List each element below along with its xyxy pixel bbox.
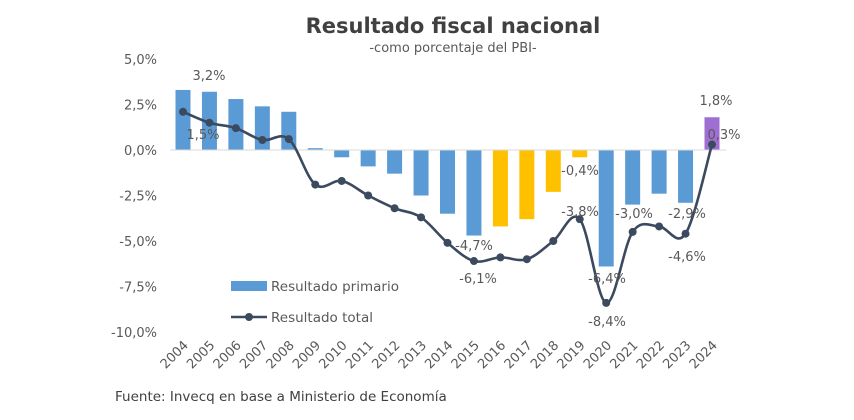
bar-2013 [413, 150, 429, 196]
data-label: -4,7% [455, 239, 493, 254]
total-point-2018 [549, 237, 558, 245]
x-tick-label: 2016 [475, 338, 509, 372]
y-tick-label: -10,0% [111, 326, 157, 341]
y-tick-label: -5,0% [119, 235, 157, 250]
x-tick-label: 2006 [211, 338, 245, 372]
bar-2014 [440, 150, 455, 214]
data-label: -4,6% [668, 250, 706, 265]
x-tick-label: 2018 [528, 338, 562, 372]
bar-2009 [307, 148, 323, 150]
total-point-2006 [231, 124, 240, 133]
y-tick-label: -2,5% [119, 190, 157, 205]
total-point-2023 [681, 229, 690, 238]
x-tick-label: 2023 [660, 338, 694, 372]
legend-line-marker [245, 313, 253, 321]
y-tick-label: 2,5% [124, 99, 157, 114]
y-tick-label: 5,0% [124, 53, 157, 68]
total-point-2024 [708, 140, 716, 149]
y-tick-label: -7,5% [119, 281, 157, 296]
total-point-2022 [655, 222, 664, 231]
data-label: 1,5% [186, 128, 219, 143]
total-point-2019 [575, 215, 584, 224]
x-tick-label: 2008 [264, 338, 298, 372]
bar-2024 [704, 117, 720, 150]
x-tick-label: 2020 [581, 338, 615, 372]
chart-title: Resultado fiscal nacional [305, 14, 601, 38]
x-tick-label: 2021 [607, 338, 641, 372]
x-tick-label: 2007 [237, 338, 271, 372]
chart-subtitle: -como porcentaje del PBI- [369, 41, 537, 56]
bar-2023 [678, 150, 694, 203]
total-point-2013 [417, 213, 426, 222]
x-tick-label: 2017 [502, 338, 536, 372]
bar-2010 [334, 150, 350, 158]
bar-2012 [387, 150, 403, 174]
x-tick-label: 2005 [184, 338, 218, 372]
bar-2021 [625, 150, 641, 205]
bar-2019 [572, 150, 588, 158]
bar-2018 [545, 150, 561, 192]
total-point-2010 [337, 176, 346, 185]
total-point-2021 [628, 227, 637, 236]
legend-bar-swatch [231, 281, 267, 291]
x-tick-label: 2019 [555, 338, 589, 372]
x-tick-label: 2022 [634, 338, 668, 372]
total-point-2016 [496, 253, 505, 262]
x-tick-label: 2024 [687, 338, 721, 372]
x-tick-label: 2010 [317, 338, 351, 372]
total-line [182, 110, 714, 305]
bar-2022 [651, 150, 667, 194]
total-point-2017 [522, 255, 531, 264]
bar-2011 [360, 150, 376, 167]
bar-2020 [598, 150, 614, 267]
legend-label: Resultado total [271, 310, 373, 326]
total-point-2007 [258, 135, 267, 144]
x-tick-label: 2013 [396, 338, 430, 372]
data-label: -8,4% [588, 315, 626, 330]
data-label: -6,1% [459, 272, 497, 287]
total-point-2004 [179, 107, 187, 116]
total-point-2012 [390, 204, 399, 213]
total-point-2008 [284, 135, 293, 144]
x-tick-label: 2015 [449, 338, 483, 372]
legend-label: Resultado primario [271, 279, 399, 295]
y-tick-label: 0,0% [124, 144, 157, 159]
bar-2004 [175, 89, 191, 150]
total-point-2015 [469, 257, 478, 266]
data-label: -3,0% [615, 207, 653, 222]
total-point-2009 [311, 180, 320, 189]
x-tick-label: 2014 [422, 338, 456, 372]
data-label: -3,8% [561, 205, 599, 220]
data-label: -6,4% [588, 272, 626, 287]
x-tick-label: 2011 [343, 338, 377, 372]
x-tick-label: 2009 [290, 338, 324, 372]
x-tick-label: 2012 [369, 338, 403, 372]
bar-2015 [466, 150, 482, 236]
data-label: 3,2% [192, 69, 225, 84]
data-label: -0,4% [561, 164, 599, 179]
total-point-2020 [602, 298, 611, 307]
x-tick-label: 2004 [158, 338, 192, 372]
bar-2017 [519, 150, 535, 220]
data-label: 0,3% [707, 128, 740, 143]
data-label: -2,9% [668, 207, 706, 222]
source-note: Fuente: Invecq en base a Ministerio de E… [115, 389, 447, 405]
total-point-2014 [443, 238, 452, 247]
total-point-2005 [205, 118, 214, 127]
bar-2016 [492, 150, 508, 227]
data-label: 1,8% [699, 94, 732, 109]
total-point-2011 [364, 191, 373, 200]
